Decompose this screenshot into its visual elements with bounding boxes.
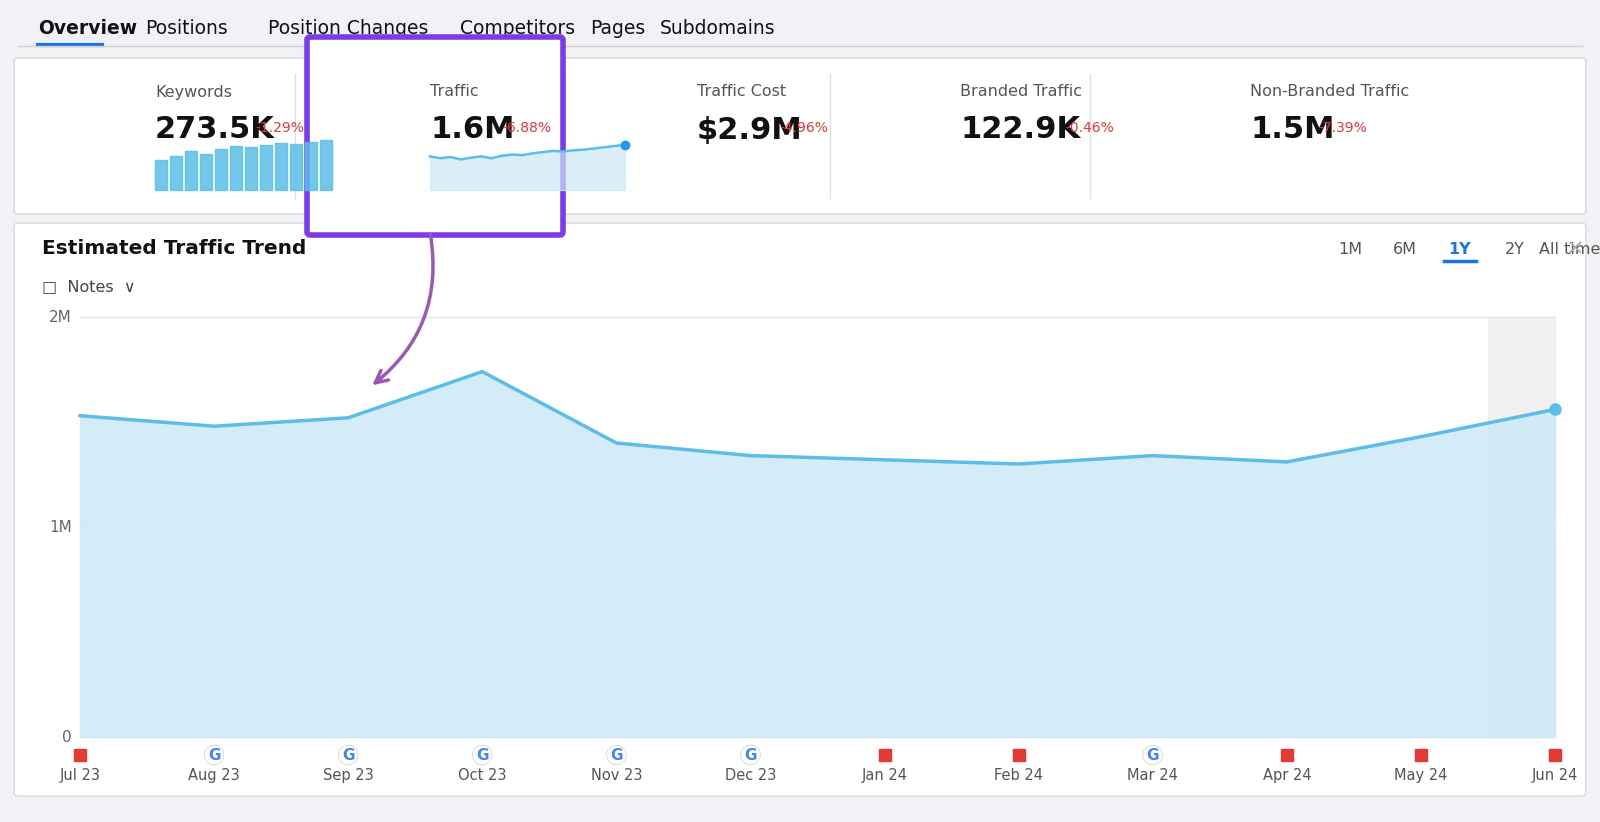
Text: 2M: 2M [50,310,72,325]
Text: Estimated Traffic Trend: Estimated Traffic Trend [42,239,306,258]
Text: All time: All time [1539,242,1600,256]
Text: 1M: 1M [50,520,72,534]
Text: Branded Traffic: Branded Traffic [960,85,1082,99]
Text: 122.9K: 122.9K [960,116,1080,145]
Circle shape [1144,746,1162,764]
FancyBboxPatch shape [307,37,563,235]
Text: -4.96%: -4.96% [779,121,827,135]
Text: Competitors: Competitors [461,20,574,39]
Text: 1.6M: 1.6M [430,116,515,145]
Text: 1Y: 1Y [1448,242,1472,256]
Circle shape [474,746,491,764]
Text: 1M: 1M [1338,242,1362,256]
Bar [290,145,302,190]
Circle shape [339,746,357,764]
Text: Sep 23: Sep 23 [323,768,373,783]
Bar [230,146,242,190]
Text: Aug 23: Aug 23 [189,768,240,783]
Circle shape [205,746,222,764]
Text: 6M: 6M [1394,242,1418,256]
Text: Position Changes: Position Changes [269,20,429,39]
Text: Keywords: Keywords [155,85,232,99]
Bar [1488,317,1555,737]
Text: $2.9M: $2.9M [698,116,803,145]
Circle shape [741,746,760,764]
Text: Traffic: Traffic [430,85,478,99]
Circle shape [608,746,626,764]
Text: Overview: Overview [38,20,138,39]
Text: Apr 24: Apr 24 [1262,768,1310,783]
Text: Feb 24: Feb 24 [994,768,1043,783]
Bar [170,156,182,190]
Text: 1.5M: 1.5M [1250,116,1334,145]
Text: Jul 23: Jul 23 [59,768,101,783]
Text: □  Notes  ∨: □ Notes ∨ [42,279,136,294]
Text: G: G [342,747,355,763]
Text: Oct 23: Oct 23 [458,768,507,783]
Text: Dec 23: Dec 23 [725,768,776,783]
Bar [186,151,197,190]
Text: -6.88%: -6.88% [502,121,550,135]
Text: Mar 24: Mar 24 [1128,768,1178,783]
Text: Pages: Pages [590,20,645,39]
Text: Traffic Cost: Traffic Cost [698,85,786,99]
Text: 273.5K: 273.5K [155,116,275,145]
Text: G: G [1147,747,1158,763]
FancyBboxPatch shape [14,58,1586,214]
Text: Non-Branded Traffic: Non-Branded Traffic [1250,85,1410,99]
Text: 0: 0 [62,729,72,745]
Text: ×: × [1566,239,1584,259]
Text: G: G [744,747,757,763]
Text: Positions: Positions [146,20,227,39]
Text: G: G [477,747,488,763]
Text: -7.39%: -7.39% [1318,121,1366,135]
Bar [259,145,272,190]
Bar [214,149,227,190]
Text: Nov 23: Nov 23 [590,768,642,783]
Bar [275,143,286,190]
Text: Jan 24: Jan 24 [861,768,907,783]
Text: -0.46%: -0.46% [1066,121,1114,135]
Text: Jun 24: Jun 24 [1531,768,1578,783]
Text: May 24: May 24 [1394,768,1448,783]
Text: Subdomains: Subdomains [661,20,776,39]
Bar [155,159,166,190]
Bar [245,147,258,190]
Bar [200,155,211,190]
Text: G: G [610,747,622,763]
Bar [320,141,333,190]
Text: G: G [208,747,221,763]
Text: -1.29%: -1.29% [254,121,304,135]
Bar [306,142,317,190]
Text: 2Y: 2Y [1506,242,1525,256]
FancyArrowPatch shape [376,235,434,383]
FancyBboxPatch shape [14,223,1586,796]
